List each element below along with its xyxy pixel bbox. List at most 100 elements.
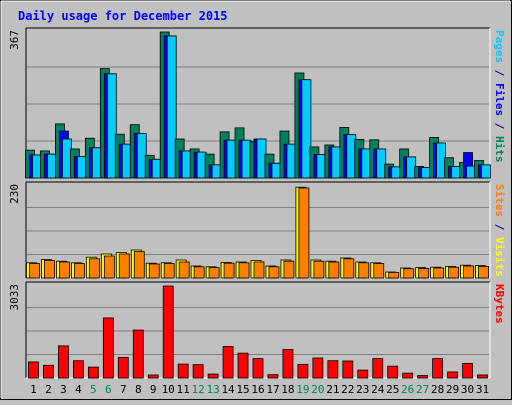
bar-kbytes-day-18 bbox=[282, 349, 294, 379]
x-tick-label-20: 20 bbox=[311, 383, 324, 396]
bar-sites-day-17 bbox=[268, 266, 280, 279]
bar-sites-day-11 bbox=[178, 261, 190, 279]
x-tick-label-31: 31 bbox=[476, 383, 489, 396]
ymax-label: 367 bbox=[8, 30, 21, 50]
bar-sites-day-15 bbox=[238, 262, 250, 279]
chart-title: Daily usage for December 2015 bbox=[18, 9, 228, 23]
bar-sites-day-20 bbox=[313, 260, 325, 279]
axis-legend-1: Pages bbox=[493, 30, 506, 63]
bar-kbytes-day-25 bbox=[387, 365, 399, 379]
axis-legend: Sites / Visits bbox=[493, 184, 506, 277]
bar-kbytes-day-23 bbox=[357, 369, 369, 379]
bar-sites-day-1 bbox=[29, 263, 40, 279]
bar-sites-day-6 bbox=[103, 255, 115, 279]
bar-sites-day-27 bbox=[418, 267, 430, 279]
x-tick-label-19: 19 bbox=[296, 383, 309, 396]
axis-legend-3: Files bbox=[493, 83, 506, 116]
x-tick-label-24: 24 bbox=[371, 383, 385, 396]
x-tick-label-11: 11 bbox=[177, 383, 190, 396]
bar-kbytes-day-21 bbox=[327, 360, 339, 379]
x-tick-label-6: 6 bbox=[105, 383, 112, 396]
x-tick-label-10: 10 bbox=[162, 383, 175, 396]
x-tick-label-8: 8 bbox=[135, 383, 142, 396]
bar-sites-day-4 bbox=[73, 263, 85, 279]
bar-sites-day-26 bbox=[403, 268, 415, 279]
bar-kbytes-day-31 bbox=[477, 374, 488, 379]
bar-sites-day-25 bbox=[388, 271, 400, 279]
bar-pages-day-19 bbox=[301, 79, 312, 179]
x-tick-label-9: 9 bbox=[150, 383, 157, 396]
bar-kbytes-day-9 bbox=[147, 374, 159, 379]
bar-kbytes-day-2 bbox=[43, 364, 54, 379]
x-tick-label-23: 23 bbox=[356, 383, 369, 396]
bar-kbytes-day-17 bbox=[267, 374, 279, 379]
axis-legend-3: Visits bbox=[493, 237, 506, 277]
bar-sites-day-9 bbox=[148, 263, 160, 279]
x-tick-label-29: 29 bbox=[446, 383, 459, 396]
x-tick-label-12: 12 bbox=[192, 383, 205, 396]
bar-kbytes-day-22 bbox=[342, 360, 354, 379]
bar-sites-day-23 bbox=[358, 262, 370, 279]
axis-legend-1: Sites bbox=[493, 184, 506, 217]
bar-kbytes-day-11 bbox=[177, 363, 189, 379]
ymax-label: 230 bbox=[8, 184, 21, 204]
bar-sites-day-24 bbox=[373, 263, 385, 279]
x-tick-label-5: 5 bbox=[90, 383, 97, 396]
x-tick-label-25: 25 bbox=[386, 383, 399, 396]
bar-sites-day-31 bbox=[478, 265, 489, 279]
bar-sites-day-18 bbox=[283, 260, 295, 279]
bar-sites-day-29 bbox=[448, 266, 459, 279]
bar-kbytes-day-7 bbox=[117, 356, 129, 379]
axis-legend-1: KBytes bbox=[493, 284, 506, 324]
bar-kbytes-day-10 bbox=[162, 285, 174, 379]
bar-sites-day-10 bbox=[163, 263, 175, 279]
bar-sites-day-8 bbox=[133, 251, 145, 279]
bar-pages-day-31 bbox=[481, 164, 491, 179]
bar-pages-day-24 bbox=[376, 148, 387, 179]
bar-kbytes-day-8 bbox=[132, 329, 144, 379]
bar-kbytes-day-28 bbox=[432, 358, 444, 379]
x-tick-label-7: 7 bbox=[120, 383, 127, 396]
bar-sites-day-5 bbox=[88, 258, 100, 279]
x-tick-label-17: 17 bbox=[266, 383, 279, 396]
bar-kbytes-day-20 bbox=[312, 357, 324, 379]
bar-sites-day-21 bbox=[328, 261, 340, 279]
bar-sites-day-30 bbox=[463, 265, 474, 279]
axis-legend: Pages / Files / Hits bbox=[493, 30, 506, 163]
bar-kbytes-day-1 bbox=[28, 361, 39, 379]
x-tick-label-13: 13 bbox=[206, 383, 219, 396]
x-tick-label-16: 16 bbox=[251, 383, 264, 396]
bar-sites-day-2 bbox=[44, 259, 55, 279]
x-tick-label-26: 26 bbox=[401, 383, 414, 396]
bar-kbytes-day-14 bbox=[222, 346, 234, 379]
bar-kbytes-day-27 bbox=[417, 375, 429, 379]
bar-pages-day-6 bbox=[106, 73, 117, 179]
bar-sites-day-13 bbox=[208, 267, 220, 279]
bar-kbytes-day-29 bbox=[447, 371, 458, 379]
x-tick-label-22: 22 bbox=[341, 383, 354, 396]
axis-legend-4: / bbox=[493, 116, 506, 136]
bar-sites-day-22 bbox=[343, 258, 355, 279]
x-tick-label-1: 1 bbox=[30, 383, 37, 396]
bar-sites-day-28 bbox=[433, 267, 445, 279]
bar-kbytes-day-15 bbox=[237, 352, 249, 379]
x-tick-label-2: 2 bbox=[45, 383, 52, 396]
x-tick-label-14: 14 bbox=[221, 383, 235, 396]
bar-kbytes-day-30 bbox=[462, 363, 473, 379]
ymax-label: 3033 bbox=[8, 284, 21, 311]
bar-kbytes-day-16 bbox=[252, 358, 264, 379]
x-tick-label-27: 27 bbox=[416, 383, 429, 396]
bar-kbytes-day-24 bbox=[372, 358, 384, 379]
panel-3: 3033 KBytes bbox=[8, 281, 506, 379]
bar-sites-day-19 bbox=[298, 187, 310, 279]
x-tick-label-18: 18 bbox=[281, 383, 294, 396]
bar-kbytes-day-26 bbox=[402, 372, 414, 379]
axis-legend-2: / bbox=[493, 217, 506, 237]
bar-kbytes-day-4 bbox=[72, 360, 84, 379]
bar-kbytes-day-13 bbox=[207, 373, 219, 379]
bar-kbytes-day-5 bbox=[87, 366, 99, 379]
bar-pages-day-10 bbox=[166, 35, 177, 179]
axis-legend-5: Hits bbox=[493, 136, 506, 163]
